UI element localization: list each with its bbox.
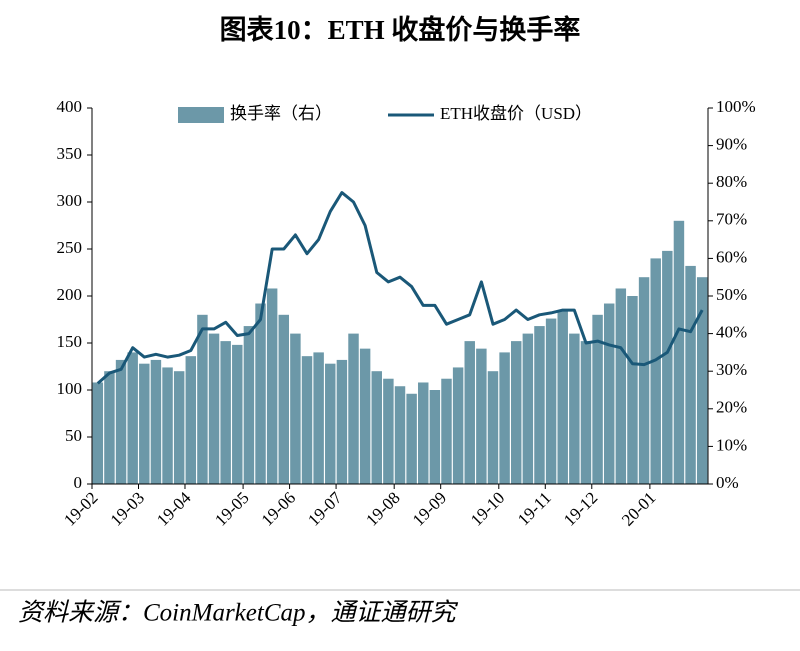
y2-tick-label: 70% (716, 210, 747, 229)
legend-label: 换手率（右） (230, 104, 332, 123)
y2-tick-label: 50% (716, 285, 747, 304)
bar (325, 363, 336, 484)
bar (185, 356, 197, 484)
legend-swatch (178, 107, 224, 123)
y2-tick-label: 100% (716, 97, 756, 116)
y2-tick-label: 30% (716, 360, 747, 379)
bar (580, 341, 592, 484)
x-tick-label: 19-10 (467, 488, 508, 529)
line (96, 191, 704, 385)
bar (406, 393, 417, 484)
bar (429, 390, 441, 484)
x-tick-label: 19-11 (514, 488, 555, 529)
x-tick-label: 19-02 (60, 488, 101, 529)
bar (557, 311, 568, 484)
source-note: 资料来源：CoinMarketCap，通证通研究 (18, 599, 458, 627)
bar (92, 382, 104, 484)
bar (255, 303, 266, 484)
bar (452, 367, 464, 484)
bar (173, 371, 185, 484)
chart-title: 图表10：ETH 收盘价与换手率 (220, 14, 581, 45)
bar (569, 333, 580, 484)
bar (348, 333, 359, 484)
x-tick-label: 19-03 (107, 488, 148, 529)
bar (476, 348, 487, 484)
bar (441, 378, 452, 484)
y-tick-label: 200 (57, 285, 83, 304)
bar (394, 386, 406, 484)
y2-tick-label: 10% (716, 435, 747, 454)
bar (278, 314, 290, 484)
x-tick-label: 19-09 (409, 488, 450, 529)
y-tick-label: 350 (57, 144, 83, 163)
y-tick-label: 300 (57, 191, 83, 210)
x-tick-label: 19-12 (560, 488, 601, 529)
bar (139, 363, 150, 484)
bar (127, 352, 138, 484)
y2-tick-label: 90% (716, 135, 747, 154)
x-tick-label: 19-07 (304, 488, 346, 530)
bar (592, 314, 603, 484)
bar (266, 288, 278, 484)
bar (638, 277, 650, 484)
bar (510, 341, 522, 484)
y-tick-label: 150 (57, 332, 83, 351)
bar (499, 352, 510, 484)
y-tick-label: 400 (57, 97, 83, 116)
x-tick-label: 19-08 (362, 488, 403, 529)
x-tick-label: 19-06 (258, 488, 299, 529)
x-tick-label: 19-04 (153, 488, 195, 530)
y-tick-label: 0 (74, 473, 83, 492)
bar (290, 333, 301, 484)
bar (115, 359, 127, 484)
bar (208, 333, 220, 484)
bar (243, 326, 255, 484)
bar (522, 333, 534, 484)
x-tick-label: 19-05 (211, 488, 252, 529)
y2-tick-label: 20% (716, 398, 747, 417)
bar (545, 318, 557, 484)
bar (685, 265, 696, 484)
bar (301, 356, 313, 484)
bar (603, 303, 615, 484)
legend-label: ETH收盘价（USD） (440, 104, 592, 123)
bar (232, 344, 243, 484)
bar (534, 326, 545, 484)
bar (150, 359, 162, 484)
bar (464, 341, 475, 484)
bar (615, 288, 627, 484)
bar (371, 371, 382, 484)
bar (383, 378, 394, 484)
bar (627, 296, 638, 484)
bar (359, 348, 371, 484)
bar (662, 250, 673, 484)
x-tick-label: 20-01 (618, 488, 659, 529)
bar (418, 382, 429, 484)
y2-tick-label: 40% (716, 323, 747, 342)
bar (220, 341, 231, 484)
y2-tick-label: 0% (716, 473, 739, 492)
y2-tick-label: 60% (716, 247, 747, 266)
bar (650, 258, 661, 484)
bar (336, 359, 348, 484)
bar (162, 367, 173, 484)
bar (197, 314, 208, 484)
y2-tick-label: 80% (716, 172, 747, 191)
y-tick-label: 100 (57, 379, 83, 398)
y-tick-label: 250 (57, 238, 83, 257)
y-tick-label: 50 (65, 426, 82, 445)
bar (696, 277, 708, 484)
bar (313, 352, 324, 484)
bar (673, 220, 685, 485)
bar (104, 371, 115, 484)
bar (487, 371, 499, 484)
